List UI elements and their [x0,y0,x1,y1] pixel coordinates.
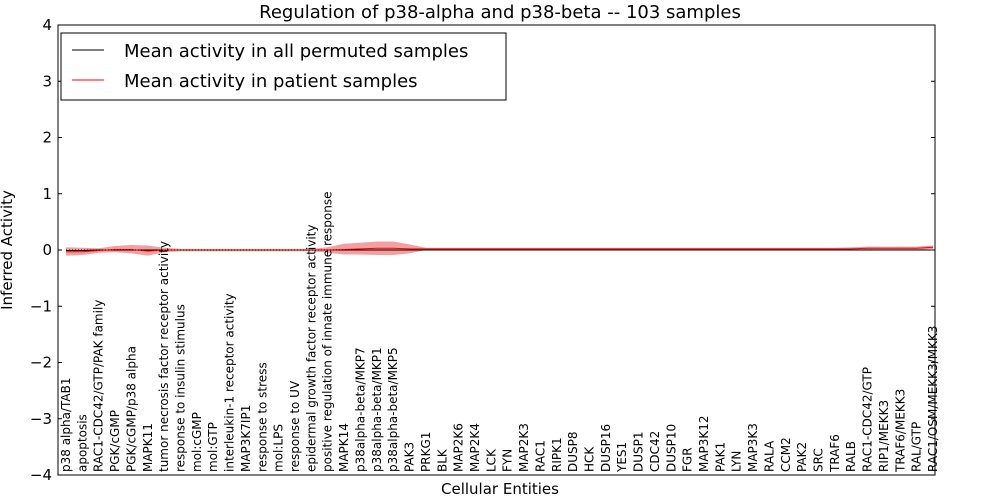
x-category-label: PGK/cGMP [108,410,122,472]
x-category-label: RIP1/MEKK3 [877,400,891,472]
x-category-label: apoptosis [75,414,89,472]
y-tick-label: −4 [30,466,52,484]
x-category-label: RALA [762,440,776,472]
x-category-label: LYN [730,451,744,472]
x-category-label: RAC1-CDC42/GTP [861,367,875,472]
y-tick-label: 2 [42,129,52,147]
x-category-label: SRC [811,448,825,472]
x-category-label: CDC42 [648,431,662,472]
x-category-label: PAK2 [795,442,809,472]
x-category-label: HCK [582,446,596,472]
x-category-label: RIPK1 [550,437,564,472]
legend: Mean activity in all permuted samples Me… [60,32,507,101]
y-tick-label: −3 [30,410,52,428]
x-category-label: p38alpha-beta/MKP5 [386,347,400,472]
x-category-label: MAP2K4 [468,423,482,472]
x-category-label: MAP3K12 [697,415,711,472]
x-category-label: interleukin-1 receptor activity [223,293,237,472]
y-axis-ticks: −4 −3 −2 −1 0 1 2 3 4 [30,16,935,484]
x-category-label: DUSP16 [599,424,613,472]
legend-label-permuted: Mean activity in all permuted samples [124,41,468,62]
x-category-label: p38alpha-beta/MKP7 [353,347,367,472]
x-axis-category-labels: p38 alpha/TAB1 apoptosis RAC1-CDC42/GTP/PA… [59,192,940,473]
x-category-label: CCM2 [779,437,793,472]
x-category-label: DUSP8 [566,431,580,472]
y-tick-label: −1 [30,297,52,315]
y-tick-label: 3 [42,72,52,90]
x-category-label: response to stress [255,362,269,472]
x-category-label: response to insulin stimulus [174,304,188,472]
x-category-label: RAC1-CDC42/GTP/PAK family [92,300,106,472]
legend-box [60,32,507,101]
x-category-label: PRKG1 [419,432,433,472]
x-category-label: MAPK14 [337,423,351,472]
x-category-label: PAK3 [403,442,417,472]
y-tick-label: 4 [42,16,52,34]
x-category-label: TRAF6/MEKK3 [893,389,907,473]
x-category-label: PGK/cGMP/p38 alpha [124,346,138,472]
x-category-label: TRAF6 [828,434,842,473]
x-category-label: MAP2K3 [517,423,531,472]
x-category-label: FGR [681,447,695,472]
y-tick-label: 1 [42,185,52,203]
x-category-label: RAC1 [533,440,547,472]
x-category-label: mol:cGMP [190,412,204,472]
x-category-label: epidermal growth factor receptor activit… [304,225,318,472]
x-category-label: mol:GTP [206,422,220,472]
x-category-label: DUSP1 [632,431,646,472]
x-category-label: FYN [501,449,515,472]
x-category-label: MAP3K3 [746,423,760,472]
legend-label-patient: Mean activity in patient samples [124,71,418,92]
x-category-label: mol:LPS [272,424,286,472]
x-category-label: positive regulation of innate immune res… [321,192,335,472]
chart-title: Regulation of p38-alpha and p38-beta -- … [259,2,741,23]
x-category-label: MAP3K7IP1 [239,405,253,472]
x-category-label: RAC1/OSM/MEKK3/MKK3 [926,326,940,472]
x-category-label: tumor necrosis factor receptor activity [157,241,171,472]
x-category-label: RALB [844,441,858,472]
x-category-label: MAP2K6 [452,423,466,472]
x-category-label: RAL/GTP [910,422,924,472]
x-axis-label: Cellular Entities [441,480,559,498]
x-category-label: p38 alpha/TAB1 [59,378,73,472]
x-category-label: p38alpha-beta/MKP1 [370,347,384,472]
x-category-label: MAPK11 [141,423,155,472]
x-category-label: PAK1 [713,442,727,472]
y-tick-label: −2 [30,354,52,372]
plot-frame [57,24,936,476]
x-category-label: DUSP10 [664,424,678,472]
y-tick-label: 0 [42,241,52,259]
x-category-label: YES1 [615,442,629,473]
x-category-label: LCK [484,448,498,472]
y-axis-label: Inferred Activity [0,190,16,310]
x-category-label: BLK [435,448,449,472]
series-lines [66,246,934,253]
x-category-label: response to UV [288,380,302,472]
